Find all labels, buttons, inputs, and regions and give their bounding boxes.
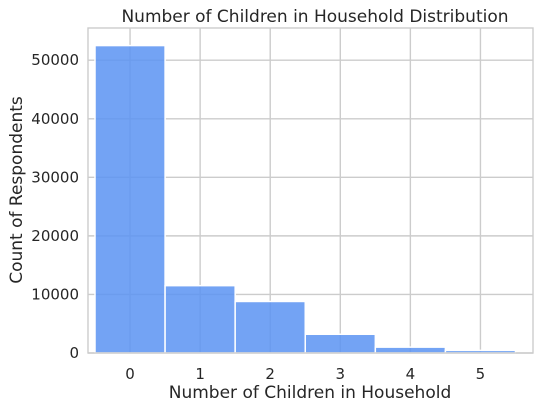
bar-3 [304, 333, 377, 354]
x-tick-label: 2 [265, 365, 275, 383]
x-tick-label: 4 [406, 365, 416, 383]
y-tick-label: 50000 [31, 51, 79, 69]
y-tick-label: 30000 [31, 168, 79, 186]
y-ticks: 0 10000 20000 30000 40000 50000 [31, 51, 79, 362]
x-tick-label: 3 [336, 365, 346, 383]
x-tick-label: 1 [195, 365, 205, 383]
bars [94, 44, 517, 354]
y-tick-label: 40000 [31, 110, 79, 128]
chart-title: Number of Children in Household Distribu… [121, 7, 508, 27]
y-tick-label: 10000 [31, 285, 79, 303]
bar-0 [94, 44, 166, 354]
x-axis-label: Number of Children in Household [169, 383, 451, 403]
bar-4 [374, 346, 447, 354]
y-tick-label: 20000 [31, 227, 79, 245]
y-axis-label: Count of Respondents [7, 96, 27, 284]
x-tick-label: 0 [125, 365, 135, 383]
bar-2 [234, 300, 306, 354]
bar-1 [164, 284, 236, 354]
y-tick-label: 0 [69, 344, 79, 362]
x-tick-label: 5 [476, 365, 486, 383]
x-ticks: 0 1 2 3 4 5 [125, 365, 485, 383]
plot-frame [87, 27, 534, 354]
